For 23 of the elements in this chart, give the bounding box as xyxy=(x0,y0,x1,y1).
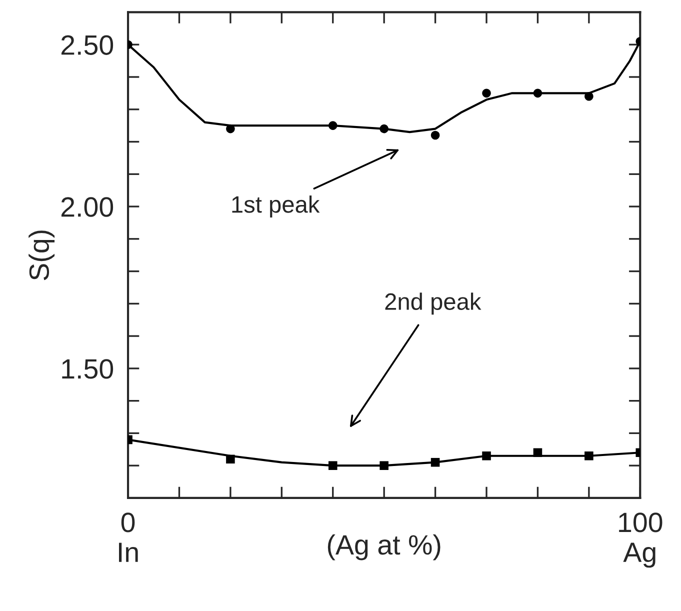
point xyxy=(482,88,491,98)
y-tick-label: 2.50 xyxy=(61,35,114,55)
point xyxy=(328,461,338,470)
point xyxy=(430,458,440,467)
point xyxy=(380,124,388,134)
point xyxy=(482,451,491,460)
y-tick-label: 2.00 xyxy=(61,197,114,217)
annotation: 2nd peak xyxy=(385,292,482,315)
y-axis-title: S(q) xyxy=(28,230,55,280)
x-tick-label: 0 In xyxy=(119,512,138,562)
point xyxy=(226,454,235,464)
point xyxy=(380,461,388,470)
annotation: 1st peak xyxy=(232,196,320,218)
point xyxy=(584,451,594,460)
point xyxy=(533,88,542,98)
x-tick-label: 100 Ag xyxy=(619,512,662,568)
point xyxy=(430,130,440,140)
x-axis-title: (Ag at %) xyxy=(328,534,440,560)
point xyxy=(584,92,594,101)
point xyxy=(328,121,338,130)
y-tick-label: 1.50 xyxy=(62,359,114,379)
point xyxy=(533,448,542,458)
point xyxy=(226,124,235,134)
